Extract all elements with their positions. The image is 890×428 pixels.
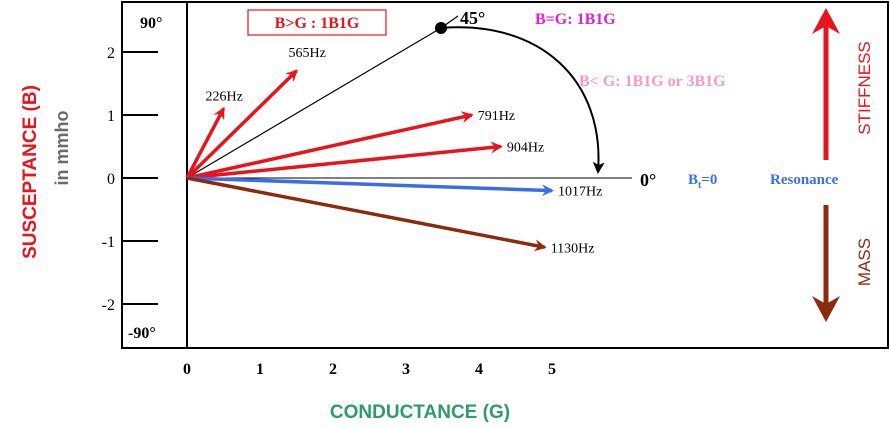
angle-90-label: 90° (140, 15, 162, 32)
x-tick-label: 2 (329, 361, 337, 378)
y-tick-labels: 2 1 0 -1 -2 (102, 45, 115, 314)
y-tick-label: 1 (107, 108, 115, 125)
b-less-g-label: B< G: 1B1G or 3B1G (579, 73, 726, 90)
vector-label: 791Hz (478, 109, 515, 124)
vector-label: 1130Hz (551, 241, 595, 256)
angle-0-label: 0° (640, 170, 656, 190)
reference-45-line (186, 27, 442, 179)
b-greater-g-label: B>G : 1B1G (275, 15, 360, 32)
y-axis-unit: in mmho (52, 110, 72, 185)
mass-arrowhead (812, 296, 840, 322)
x-tick-label: 1 (256, 361, 264, 378)
b-greater-g-box (247, 9, 387, 36)
y-axis-title: SUSCEPTANCE (B) (20, 85, 41, 259)
x-tick-label: 5 (548, 361, 556, 378)
vector-226hz (185, 106, 226, 179)
x-axis-title: CONDUCTANCE (G) (330, 402, 510, 423)
vector-565hz (185, 69, 298, 180)
stiffness-arrowhead (812, 8, 840, 34)
angle-45-label: 45° (460, 8, 485, 28)
stiffness-label: STIFFNESS (855, 41, 874, 135)
b-equal-g-label: B=G: 1B1G (535, 11, 616, 28)
x-tick-label: 4 (475, 361, 483, 378)
y-tick-label: -1 (102, 234, 115, 251)
vector-label: 904Hz (507, 141, 544, 156)
y-tick-label: -2 (102, 297, 115, 314)
plot-frame (121, 1, 889, 349)
y-tick-label: 0 (107, 171, 115, 188)
y-tick-marks (122, 51, 158, 305)
admittance-vectors: 226Hz 565Hz 791Hz 904Hz 1017Hz 1130Hz (185, 46, 602, 256)
angle-minus90-label: -90° (128, 325, 156, 342)
x-tick-label: 0 (183, 361, 191, 378)
vector-904hz (186, 141, 503, 180)
vector-1130hz (186, 176, 547, 252)
vector-label: 565Hz (289, 46, 326, 61)
vector-791hz (186, 111, 474, 180)
mass-label: MASS (855, 238, 874, 286)
vector-1017hz (186, 176, 554, 197)
vector-label: 1017Hz (558, 185, 602, 200)
vector-label: 226Hz (206, 90, 243, 105)
rotation-arc-arrow (440, 26, 605, 174)
x-tick-labels: 0 1 2 3 4 5 (183, 361, 556, 378)
y-tick-label: 2 (107, 45, 115, 62)
x-tick-label: 3 (402, 361, 410, 378)
bt-zero-label: Bt=0 (688, 172, 717, 191)
resonance-label: Resonance (770, 172, 839, 188)
